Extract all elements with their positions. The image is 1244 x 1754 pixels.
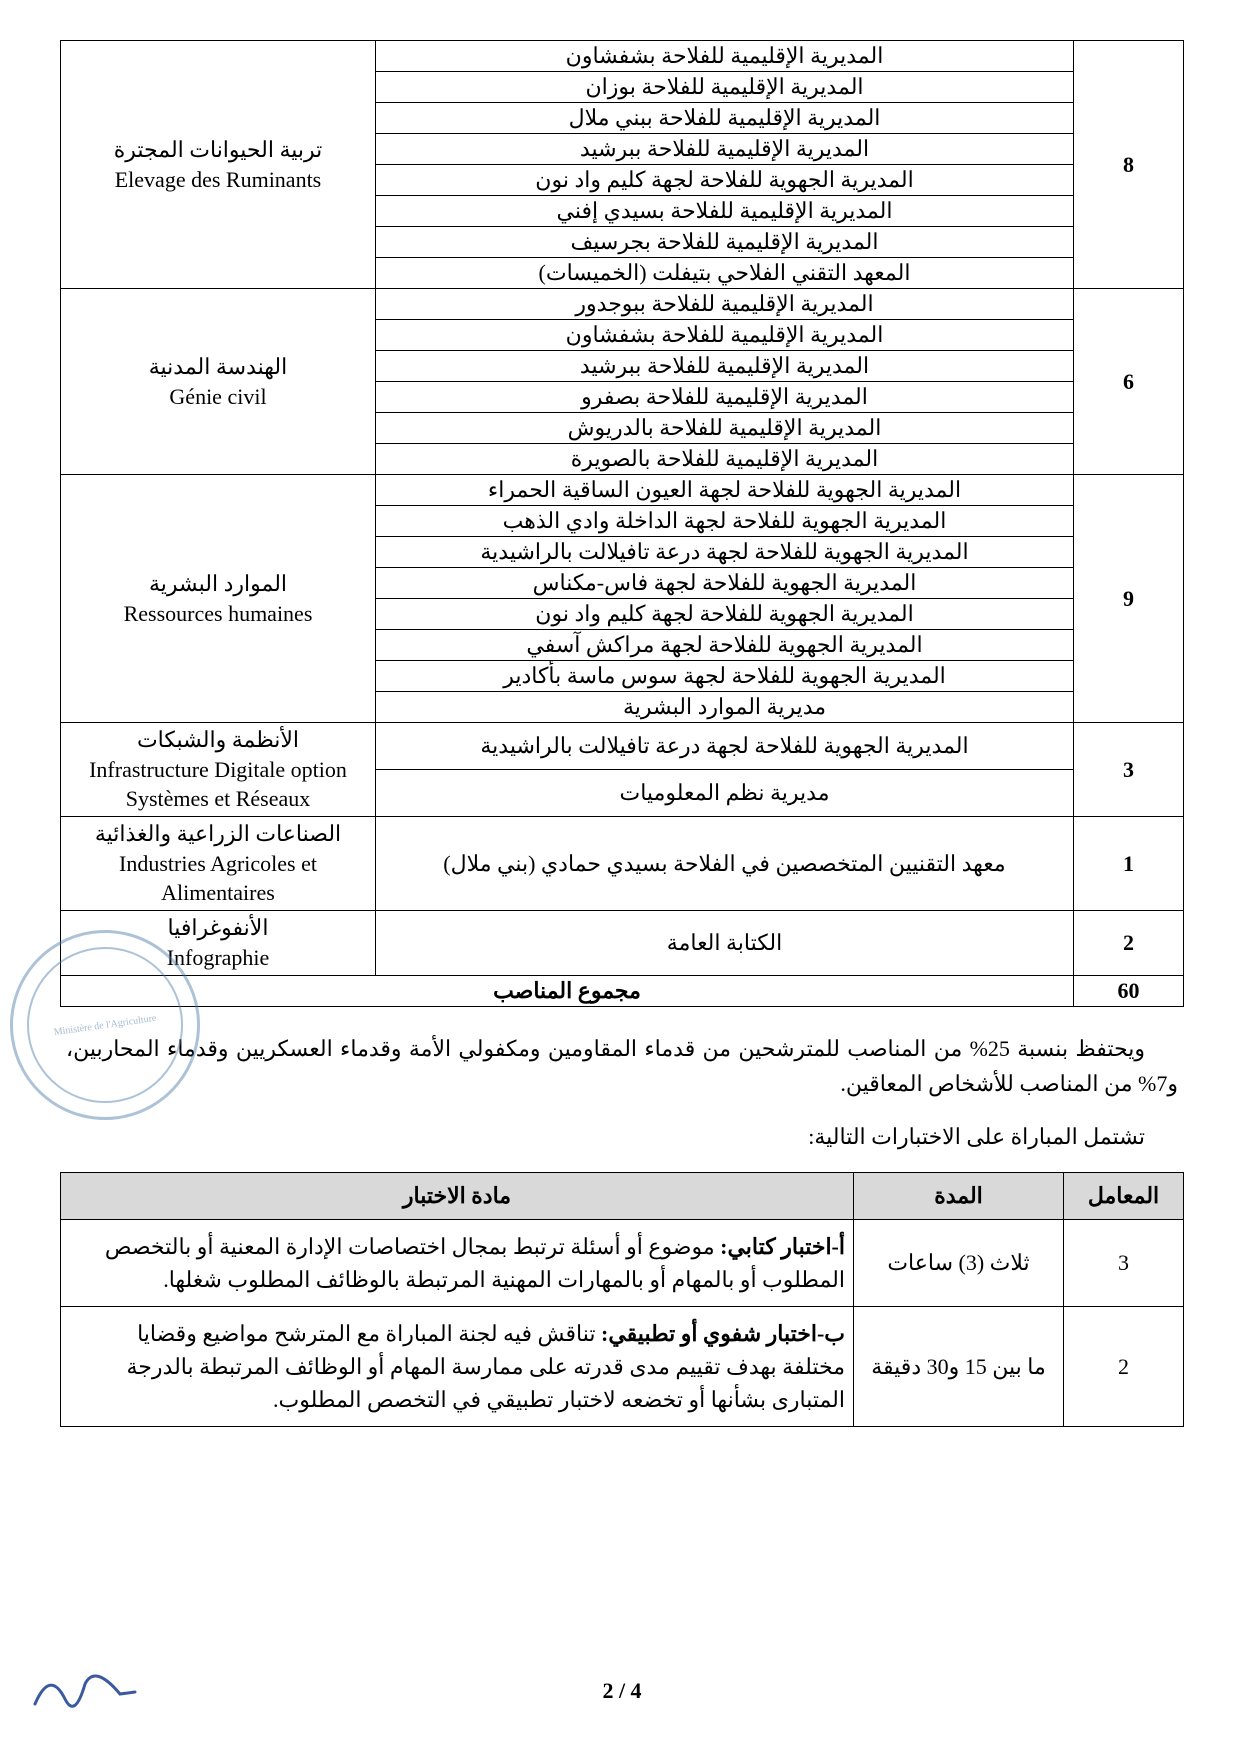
page-number: 2 / 4 (0, 1678, 1244, 1704)
post-location: المديرية الجهوية للفلاحة لجهة درعة تافيل… (376, 537, 1074, 568)
posts-table: 8المديرية الإقليمية للفلاحة بشفشاونتربية… (60, 40, 1184, 1007)
post-speciality: الصناعات الزراعية والغذائيةIndustries Ag… (61, 817, 376, 911)
exam-table: المعامل المدة مادة الاختبار 3ثلاث (3) سا… (60, 1172, 1184, 1427)
post-count: 3 (1074, 723, 1184, 817)
post-count: 9 (1074, 475, 1184, 723)
total-row: 60مجموع المناصب (61, 975, 1184, 1006)
exam-row: 3ثلاث (3) ساعاتأ-اختبار كتابي: موضوع أو … (61, 1220, 1184, 1307)
exam-row: 2ما بين 15 و30 دقيقةب-اختبار شفوي أو تطب… (61, 1307, 1184, 1427)
table-row: 9المديرية الجهوية للفلاحة لجهة العيون ال… (61, 475, 1184, 506)
post-location: المديرية الإقليمية للفلاحة بشفشاون (376, 320, 1074, 351)
post-speciality: الأنظمة والشبكاتInfrastructure Digitale … (61, 723, 376, 817)
post-count: 2 (1074, 911, 1184, 975)
post-speciality: الهندسة المدنيةGénie civil (61, 289, 376, 475)
table-row: 8المديرية الإقليمية للفلاحة بشفشاونتربية… (61, 41, 1184, 72)
total-label: مجموع المناصب (61, 975, 1074, 1006)
table-row: 6المديرية الإقليمية للفلاحة ببوجدورالهند… (61, 289, 1184, 320)
post-speciality: الموارد البشريةRessources humaines (61, 475, 376, 723)
post-location: المديرية الجهوية للفلاحة لجهة درعة تافيل… (376, 723, 1074, 770)
post-location: المديرية الجهوية للفلاحة لجهة العيون الس… (376, 475, 1074, 506)
post-location: المديرية الجهوية للفلاحة لجهة فاس-مكناس (376, 568, 1074, 599)
exam-intro-paragraph: تشتمل المباراة على الاختبارات التالية: (60, 1119, 1184, 1154)
post-count: 8 (1074, 41, 1184, 289)
post-location: المديرية الإقليمية للفلاحة بسيدي إفني (376, 196, 1074, 227)
post-speciality: تربية الحيوانات المجترةElevage des Rumin… (61, 41, 376, 289)
post-location: مديرية الموارد البشرية (376, 692, 1074, 723)
post-location: المديرية الإقليمية للفلاحة بصفرو (376, 382, 1074, 413)
exam-coef: 2 (1064, 1307, 1184, 1427)
post-location: المديرية الجهوية للفلاحة لجهة كليم واد ن… (376, 165, 1074, 196)
exam-duration: ثلاث (3) ساعات (854, 1220, 1064, 1307)
post-count: 1 (1074, 817, 1184, 911)
total-count: 60 (1074, 975, 1184, 1006)
post-location: المديرية الإقليمية للفلاحة ببني ملال (376, 103, 1074, 134)
table-row: 3المديرية الجهوية للفلاحة لجهة درعة تافي… (61, 723, 1184, 770)
post-location: المديرية الإقليمية للفلاحة ببرشيد (376, 351, 1074, 382)
exam-subject: ب-اختبار شفوي أو تطبيقي: تناقش فيه لجنة … (61, 1307, 854, 1427)
exam-header-coef: المعامل (1064, 1173, 1184, 1220)
table-row: 2الكتابة العامةالأنفوغرافياInfographie (61, 911, 1184, 975)
reservation-paragraph: ويحتفظ بنسبة 25% من المناصب للمترشحين من… (60, 1031, 1184, 1101)
post-count: 6 (1074, 289, 1184, 475)
exam-subject: أ-اختبار كتابي: موضوع أو أسئلة ترتبط بمج… (61, 1220, 854, 1307)
post-location: المديرية الإقليمية للفلاحة بشفشاون (376, 41, 1074, 72)
table-row: 1معهد التقنيين المتخصصين في الفلاحة بسيد… (61, 817, 1184, 911)
post-location: المديرية الإقليمية للفلاحة بالصويرة (376, 444, 1074, 475)
exam-coef: 3 (1064, 1220, 1184, 1307)
post-location: المديرية الجهوية للفلاحة لجهة الداخلة وا… (376, 506, 1074, 537)
post-location: المديرية الإقليمية للفلاحة ببوجدور (376, 289, 1074, 320)
post-location: مديرية نظم المعلوميات (376, 770, 1074, 817)
post-location: المديرية الإقليمية للفلاحة بوزان (376, 72, 1074, 103)
post-location: المديرية الإقليمية للفلاحة ببرشيد (376, 134, 1074, 165)
exam-header-duration: المدة (854, 1173, 1064, 1220)
post-location: المديرية الجهوية للفلاحة لجهة سوس ماسة ب… (376, 661, 1074, 692)
exam-duration: ما بين 15 و30 دقيقة (854, 1307, 1064, 1427)
post-location: المعهد التقني الفلاحي بتيفلت (الخميسات) (376, 258, 1074, 289)
post-location: المديرية الجهوية للفلاحة لجهة مراكش آسفي (376, 630, 1074, 661)
exam-header-subject: مادة الاختبار (61, 1173, 854, 1220)
post-speciality: الأنفوغرافياInfographie (61, 911, 376, 975)
post-location: المديرية الإقليمية للفلاحة بالدريوش (376, 413, 1074, 444)
post-location: الكتابة العامة (376, 911, 1074, 975)
post-location: المديرية الإقليمية للفلاحة بجرسيف (376, 227, 1074, 258)
post-location: معهد التقنيين المتخصصين في الفلاحة بسيدي… (376, 817, 1074, 911)
post-location: المديرية الجهوية للفلاحة لجهة كليم واد ن… (376, 599, 1074, 630)
